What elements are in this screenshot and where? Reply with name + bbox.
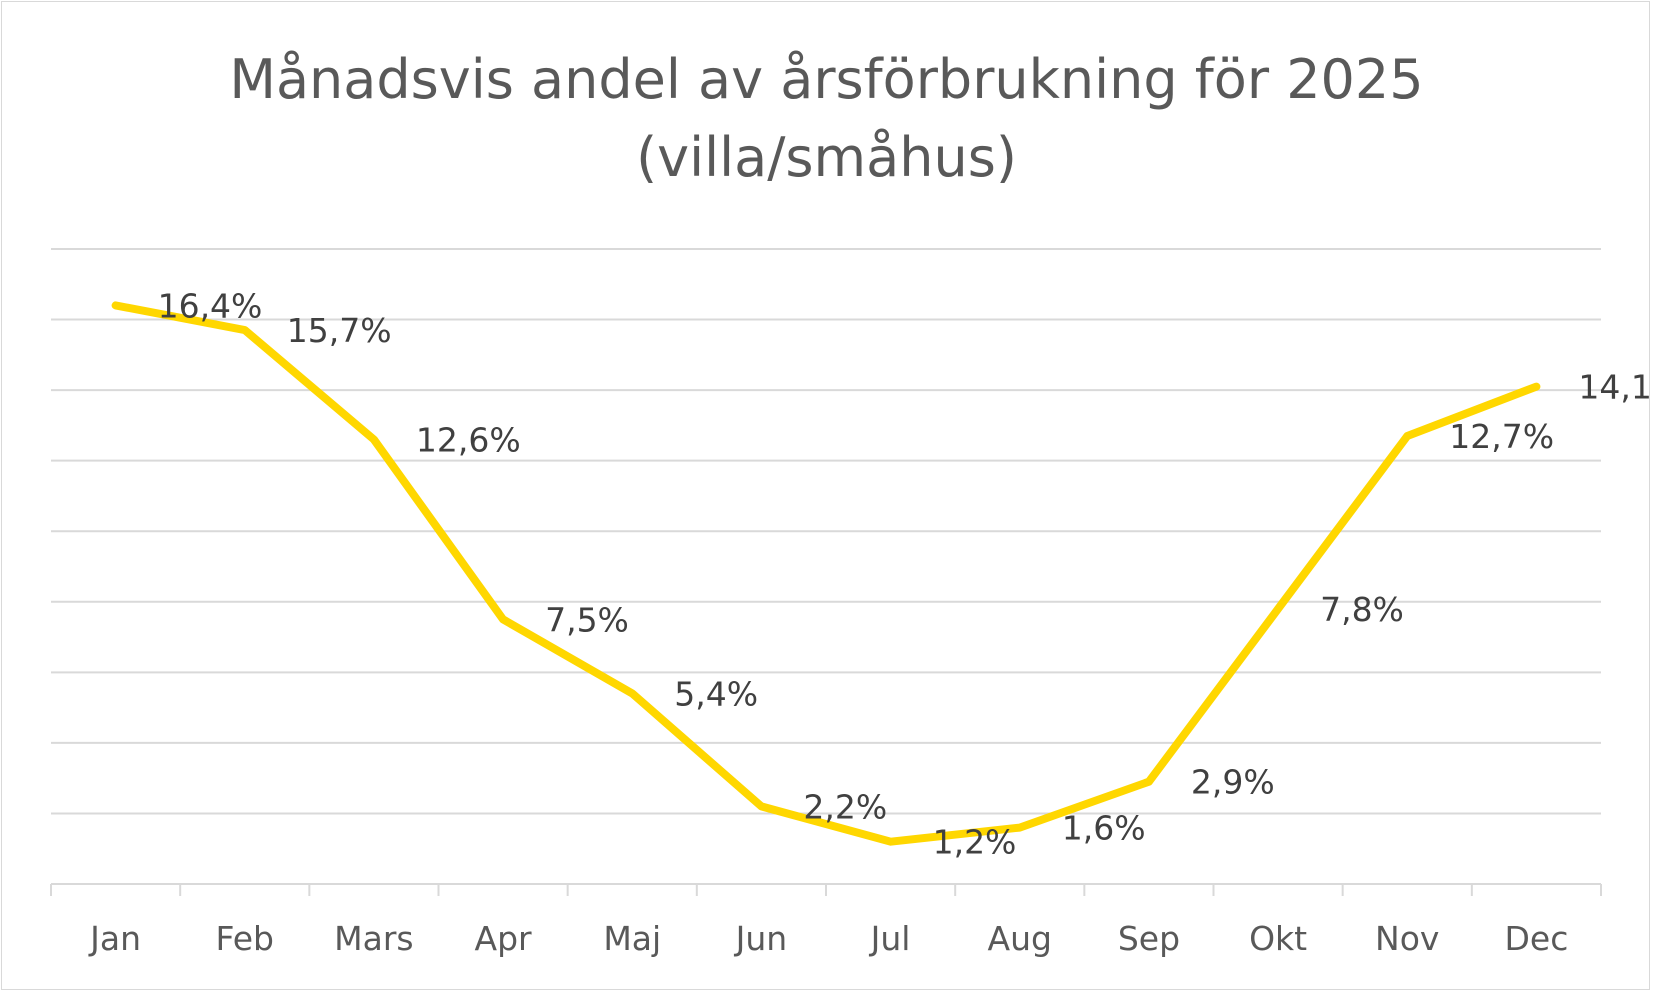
data-label: 16,4% [158,286,263,325]
x-tick-label: Maj [603,919,661,958]
data-label: 7,8% [1320,590,1404,629]
data-label: 1,6% [1062,809,1146,848]
data-label: 12,7% [1449,417,1554,456]
data-label: 15,7% [287,311,392,350]
x-tick-label: Aug [988,919,1052,958]
x-tick-label: Okt [1249,919,1307,958]
data-label: 2,2% [803,787,887,826]
data-label: 7,5% [545,600,629,639]
x-tick-label: Dec [1504,919,1568,958]
data-label: 5,4% [674,675,758,714]
x-tick-label: Nov [1375,919,1439,958]
data-label: 14,1% [1578,368,1653,407]
chart-title-line-2: (villa/småhus) [636,126,1017,189]
series-group [111,301,1541,846]
x-axis [50,883,1602,896]
data-labels: 16,4% 15,7% 12,6% 7,5% 5,4% 2,2% 1,2% 1,6% 2,9% 7… [158,286,1653,861]
chart-title-line-1: Månadsvis andel av årsförbrukning för 20… [229,48,1424,111]
x-tick-label: Feb [216,919,274,958]
gridlines [51,248,1601,815]
data-label: 2,9% [1191,763,1275,802]
x-tick-label: Jan [88,919,141,958]
series-line [111,301,1541,846]
data-label: 12,6% [416,421,521,460]
x-tick-label: Jun [734,919,788,958]
x-tick-label: Apr [475,919,533,958]
x-tick-label: Jul [869,919,911,958]
x-tick-label: Mars [334,919,413,958]
data-label: 1,2% [933,823,1017,862]
x-tick-labels: Jan Feb Mars Apr Maj Jun Jul Aug Sep Okt Nov Dec [88,919,1568,958]
x-tick-label: Sep [1118,919,1180,958]
